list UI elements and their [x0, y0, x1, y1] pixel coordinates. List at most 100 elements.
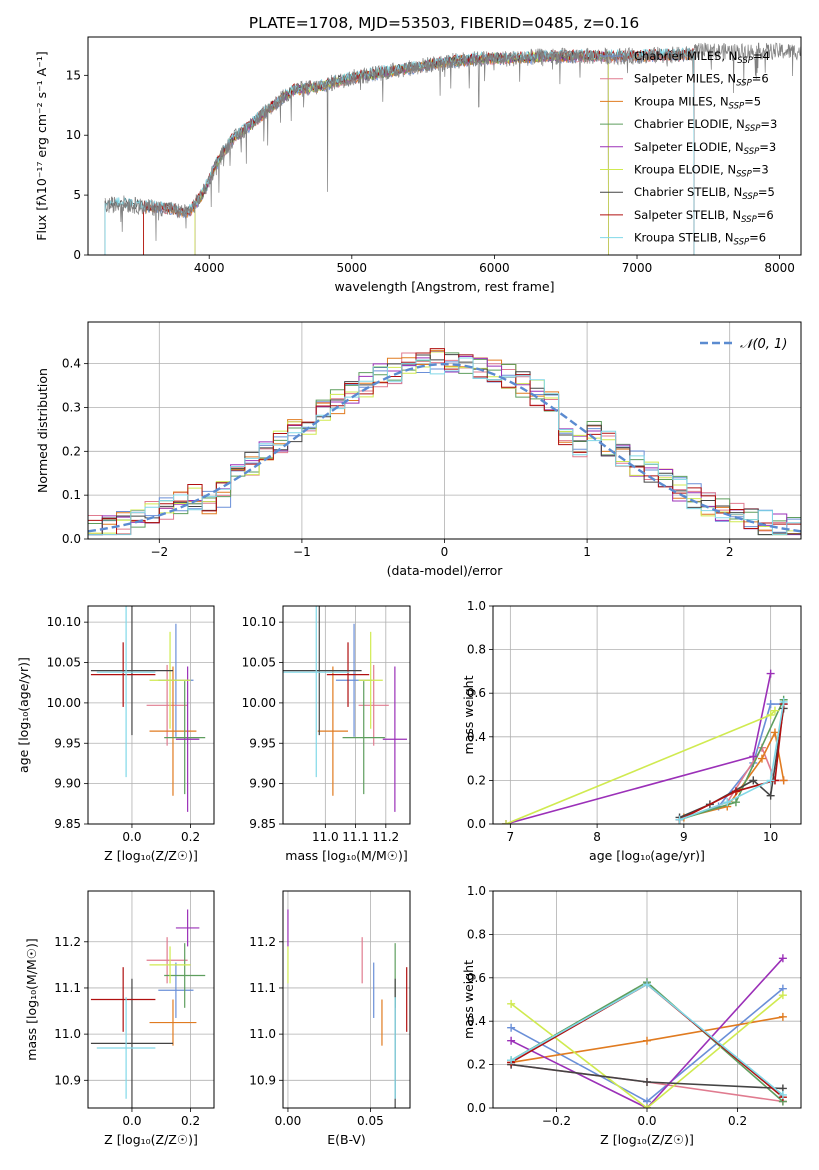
panel-age_vs_Z: 0.0 0.2 9.85 9.90 9.95 10.00 10.05 10.10 Z [log₁… [16, 605, 215, 863]
legend-label-value: =5 [744, 94, 761, 108]
weight-marker-kroupa_miles [643, 1036, 651, 1045]
y-tick-label: 10.05 [242, 656, 276, 670]
grid-lines [493, 890, 801, 1109]
x-tick-label: 0.05 [357, 1114, 384, 1128]
x-axis-label: E(B-V) [327, 1132, 366, 1147]
legend-label-salpeter_elodie: Salpeter ELODIE, NSSP=3 [634, 140, 776, 157]
weight-marker-kroupa_miles [757, 754, 766, 763]
x-tick-label: 0.2 [181, 1114, 200, 1128]
weight-marker-kroupa_stelib [643, 980, 651, 989]
y-tick-label: 10.9 [249, 1073, 276, 1087]
y-axis-label: Normed distribution [35, 368, 50, 493]
axes-frame [87, 890, 215, 1109]
axes-frame [282, 890, 411, 1109]
y-tick-label: 0.2 [62, 444, 81, 458]
y-tick-label: 11.1 [54, 981, 81, 995]
x-tick-label: 8 [593, 830, 601, 844]
y-tick-label: 0 [73, 248, 81, 262]
x-tick-label: 11.0 [312, 830, 339, 844]
legend-label-chabrier_miles: Chabrier MILES, NSSP=4 [634, 49, 770, 66]
x-axis-label: mass [log₁₀(M/M☉)] [285, 848, 407, 863]
observed-spectrum [104, 42, 801, 241]
x-axis-label: Z [log₁₀(Z/Z☉)] [600, 1132, 694, 1147]
weight-marker-chabrier_stelib [643, 1077, 651, 1086]
y-axis-label: mass [log₁₀(M/M☉)] [24, 938, 39, 1060]
legend-label-chabrier_elodie: Chabrier ELODIE, NSSP=3 [634, 117, 777, 134]
gaussian-curve [88, 362, 801, 533]
model-spectrum-kroupa_elodie [194, 50, 609, 255]
x-tick-label: 9 [680, 830, 688, 844]
x-axis-label: (data-model)/error [387, 563, 504, 578]
legend-label-main: Chabrier ELODIE, N [634, 117, 745, 131]
legend-label-sub: SSP [737, 56, 753, 66]
grid-lines [283, 606, 410, 825]
x-tick-label: 1 [583, 545, 591, 559]
residual-histogram-salpeter_stelib [88, 348, 801, 535]
weight-line-salpeter_miles [679, 745, 784, 821]
legend-label-value: =3 [752, 163, 769, 177]
y-tick-label: 9.90 [249, 777, 276, 791]
grid-lines [88, 891, 214, 1108]
x-tick-label: 10 [763, 830, 778, 844]
y-tick-label: 11.2 [54, 935, 81, 949]
model-spectrum-chabrier_stelib [104, 48, 695, 255]
y-tick-label: 1.0 [467, 599, 486, 613]
legend-label-main: Chabrier STELIB, N [634, 185, 742, 199]
weight-marker-kroupa_elodie [766, 711, 775, 719]
weight-marker-kroupa_stelib [507, 1056, 516, 1065]
grid-lines [283, 891, 410, 1108]
legend-label-kroupa_miles: Kroupa MILES, NSSP=5 [634, 94, 761, 111]
y-tick-label: 10.05 [47, 656, 81, 670]
legend-label-main: Salpeter ELODIE, N [634, 140, 744, 154]
legend-label-chabrier_stelib: Chabrier STELIB, NSSP=5 [634, 185, 775, 202]
y-tick-label: 11.0 [54, 1027, 81, 1041]
y-axis-label: Flux [fλ10⁻¹⁷ erg cm⁻² s⁻¹ A⁻¹] [34, 51, 49, 240]
x-axis-label: age [log₁₀(age/yr)] [589, 848, 705, 863]
plot-area [502, 669, 788, 824]
weight-line-kroupa_elodie [510, 994, 784, 1108]
model-spectrum-kroupa_stelib [104, 47, 695, 255]
legend-label-main: Kroupa MILES, N [634, 94, 729, 108]
model-spectrum-salpeter_elodie [194, 50, 609, 255]
y-tick-label: 10.9 [54, 1073, 81, 1087]
weight-marker-kroupa_stelib [675, 815, 684, 824]
legend-label-salpeter_stelib: Salpeter STELIB, NSSP=6 [634, 208, 774, 225]
weight-marker-kroupa_miles [778, 1012, 787, 1021]
weight-line-salpeter_stelib [679, 704, 785, 821]
y-tick-label: 0.3 [62, 400, 81, 414]
legend-label-value: =3 [759, 140, 776, 154]
weight-marker-kroupa_miles [770, 728, 779, 737]
legend-label-sub: SSP [736, 170, 752, 180]
y-tick-label: 0.0 [62, 532, 81, 546]
y-tick-label: 0.4 [467, 730, 486, 744]
weight-marker-kroupa_elodie [502, 820, 511, 824]
weight-line-kroupa_elodie [505, 710, 776, 824]
weight-marker-kroupa_elodie [778, 991, 787, 1000]
panel-mass_vs_Z: 0.0 0.2 10.9 11.0 11.1 11.2 Z [log₁₀(Z/Z☉)] mas… [24, 890, 215, 1147]
weight-marker-kroupa_stelib [779, 697, 788, 706]
x-tick-label: 0 [441, 545, 449, 559]
plot-area [104, 42, 801, 255]
y-axis-label: mass weight [461, 675, 476, 754]
y-tick-label: 11.1 [249, 981, 276, 995]
legend-label-main: Kroupa ELODIE, N [634, 163, 736, 177]
x-tick-label: 5000 [337, 261, 368, 275]
weight-marker-chabrier_elodie [731, 798, 740, 807]
legend-label-kroupa_stelib: Kroupa STELIB, NSSP=6 [634, 231, 766, 248]
legend-label-kroupa_elodie: Kroupa ELODIE, NSSP=3 [634, 163, 769, 180]
weight-marker-chabrier_stelib [766, 791, 775, 800]
weight-marker-salpeter_elodie [749, 752, 758, 761]
y-tick-label: 10.10 [242, 615, 276, 629]
y-tick-label: 0.4 [62, 357, 81, 371]
y-tick-label: 10.00 [242, 696, 276, 710]
weight-marker-kroupa_stelib [766, 776, 775, 785]
panel-mass_vs_ebv: 0.00 0.05 10.9 11.0 11.1 11.2 E(B-V) [249, 890, 411, 1147]
x-tick-label: 6000 [479, 261, 510, 275]
x-tick-label: 8000 [764, 261, 795, 275]
y-tick-label: 11.0 [249, 1027, 276, 1041]
weight-marker-chabrier_stelib [749, 776, 758, 785]
x-tick-label: 0.0 [637, 1114, 656, 1128]
legend-label-sub: SSP [734, 238, 750, 248]
